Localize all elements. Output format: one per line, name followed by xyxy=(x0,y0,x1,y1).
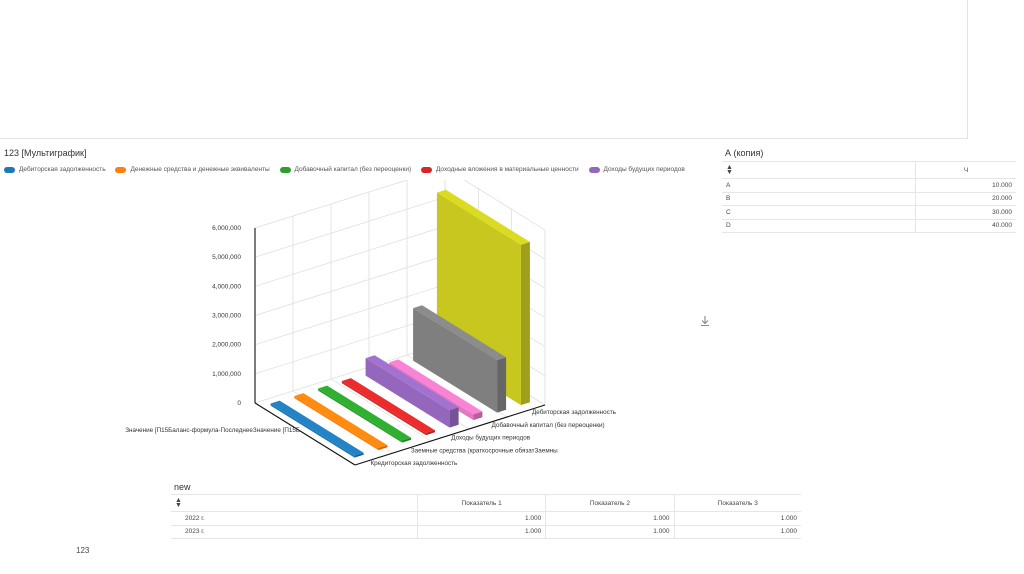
cell-value: 1.000 xyxy=(545,511,675,526)
bar-side xyxy=(402,437,412,443)
footer-text: 123 xyxy=(76,546,90,555)
bar-side xyxy=(354,452,364,458)
y-tick-label: 1,000,000 xyxy=(212,371,241,378)
cell-value: 1.000 xyxy=(416,525,546,539)
top-panel-margin xyxy=(968,0,1024,138)
category-axis-line xyxy=(354,404,546,466)
category-axis-label: Добавочный капитал (без переоценки) xyxy=(492,421,605,429)
y-tick-label: 4,000,000 xyxy=(212,283,241,290)
multichart-title: 123 [Мультиграфик] xyxy=(4,148,87,158)
legend-swatch xyxy=(420,166,432,173)
legend-item[interactable]: Добавочный капитал (без переоценки) xyxy=(279,166,412,173)
bar-chart-3d: 0 1,000,000 2,000,000 3,000,000 4,000,000 5,0… xyxy=(125,180,617,467)
table-a: ▲ ▼ Ч A 10.000 B 20.000 C 30.000 D 40.000 xyxy=(722,161,1016,233)
table-row: 2022 г. 1.000 1.000 1.000 xyxy=(171,511,801,526)
legend-swatch xyxy=(115,166,127,173)
column-header[interactable]: Показатель 3 xyxy=(673,494,801,512)
bar-top xyxy=(318,385,412,441)
cell-value: 40.000 xyxy=(915,219,1016,233)
chart-legend: Дебиторская задолженность Денежные средс… xyxy=(4,166,712,178)
sort-control[interactable]: ▲ ▼ xyxy=(171,494,418,512)
bar-front xyxy=(294,396,379,451)
bar-top xyxy=(413,305,507,361)
legend-swatch xyxy=(279,166,291,173)
legend-item[interactable]: Доходные вложения в материальные ценност… xyxy=(420,166,579,173)
cell-value: 1.000 xyxy=(416,511,546,526)
legend-item[interactable]: Денежные средства и денежные эквиваленты xyxy=(115,166,270,173)
y-tick-label: 5,000,000 xyxy=(212,254,241,261)
cell-value: 1.000 xyxy=(673,511,801,526)
cell-value: 1.000 xyxy=(673,525,801,539)
bar-top xyxy=(436,189,530,245)
row-label: C xyxy=(722,205,916,220)
row-label: D xyxy=(722,219,916,233)
bar-front xyxy=(270,403,355,458)
legend-label: Денежные средства и денежные эквиваленты xyxy=(130,166,270,173)
sort-icon: ▲ ▼ xyxy=(726,163,733,176)
bar-side xyxy=(425,430,435,436)
y-tick-label: 3,000,000 xyxy=(212,313,241,320)
legend-label: Доходные вложения в материальные ценност… xyxy=(435,166,579,173)
sort-icon: ▲ ▼ xyxy=(175,496,182,509)
y-tick-label: 2,000,000 xyxy=(212,342,241,349)
row-label: A xyxy=(722,178,916,193)
category-axis-label: Заемные средства (краткосрочные обязатЗа… xyxy=(411,446,558,454)
legend-label: Доходы будущих периодов xyxy=(603,166,685,173)
table-header-row: ▲ ▼ Ч xyxy=(722,161,1016,179)
category-axis-label: Кредиторская задолженность xyxy=(371,460,459,467)
column-header[interactable]: Ч xyxy=(915,161,1016,179)
table-row: C 30.000 xyxy=(722,205,1016,220)
bar-front xyxy=(318,388,403,443)
legend-swatch xyxy=(588,166,600,173)
bar-side xyxy=(378,445,388,451)
legend-item[interactable]: Доходы будущих периодов xyxy=(588,166,685,173)
cell-value: 20.000 xyxy=(915,192,1016,206)
bar-top xyxy=(270,400,364,456)
top-empty-panel xyxy=(0,0,968,139)
series-axis-label: Значение [П15Баланс-формула-ПоследнееЗна… xyxy=(125,427,300,434)
table-row: 2023 г. 1.000 1.000 1.000 xyxy=(171,525,801,539)
column-header[interactable]: Показатель 2 xyxy=(545,494,675,512)
bar-top xyxy=(341,378,435,433)
table-header-row: ▲ ▼ Показатель 1 Показатель 2 Показатель … xyxy=(171,494,801,512)
bar-top xyxy=(294,393,388,448)
bar-front xyxy=(413,308,498,413)
download-icon[interactable] xyxy=(698,314,712,328)
bar-side xyxy=(449,407,459,428)
legend-item[interactable]: Дебиторская задолженность xyxy=(4,166,106,173)
legend-label: Добавочный капитал (без переоценки) xyxy=(294,166,412,173)
legend-swatch xyxy=(4,166,15,173)
table-new: ▲ ▼ Показатель 1 Показатель 2 Показатель … xyxy=(171,494,801,539)
bar-top xyxy=(389,359,483,415)
cell-value: 30.000 xyxy=(915,205,1016,220)
table-row: B 20.000 xyxy=(722,192,1016,206)
y-tick-label: 0 xyxy=(237,400,241,407)
series-axis-line xyxy=(254,402,356,466)
bar-top xyxy=(365,355,459,411)
category-axis-label: Доходы будущих периодов xyxy=(451,434,530,442)
category-axis-label: Дебиторская задолженность xyxy=(532,408,617,416)
legend-label: Дебиторская задолженность xyxy=(19,166,106,173)
gridline xyxy=(254,180,546,231)
bar-side xyxy=(520,241,530,406)
row-label: B xyxy=(722,192,916,206)
cell-value: 1.000 xyxy=(545,525,675,539)
table-new-title: new xyxy=(174,482,191,492)
bar-side xyxy=(473,411,483,421)
bar-front xyxy=(365,358,450,428)
y-tick-label: 6,000,000 xyxy=(212,225,241,232)
row-label: 2022 г. xyxy=(171,511,418,526)
table-a-title: А (копия) xyxy=(725,148,764,158)
table-row: A 10.000 xyxy=(722,178,1016,193)
bar-side xyxy=(497,357,507,413)
row-label: 2023 г. xyxy=(171,525,418,539)
column-header[interactable]: Показатель 1 xyxy=(416,494,546,512)
bar-front xyxy=(341,381,426,436)
table-row: D 40.000 xyxy=(722,219,1016,233)
sort-control[interactable]: ▲ ▼ xyxy=(722,161,916,179)
cell-value: 10.000 xyxy=(915,178,1016,193)
gridline xyxy=(330,378,432,442)
